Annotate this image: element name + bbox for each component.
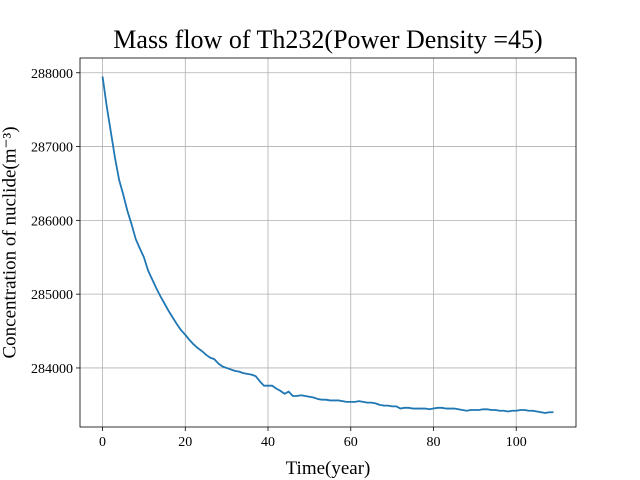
y-tick-label: 286000 (31, 214, 73, 229)
y-tick-label: 284000 (31, 362, 73, 377)
grid-lines (80, 58, 576, 427)
y-tick-label: 288000 (31, 67, 73, 82)
series-line (101, 76, 554, 414)
x-tick-label: 40 (261, 435, 275, 450)
y-tick-label: 287000 (31, 141, 73, 156)
plot-lines (101, 76, 554, 414)
x-axis-label: Time(year) (286, 458, 371, 479)
x-tick-label: 60 (344, 435, 358, 450)
x-tick-label: 20 (178, 435, 192, 450)
x-tick-label: 80 (426, 435, 440, 450)
axes-frame (79, 57, 577, 428)
axis-ticks: 0 20 40 60 80 100 284000 285000 286000 287000 2880… (31, 67, 527, 450)
x-tick-label: 0 (99, 435, 106, 450)
y-axis-label: Concentration of nuclide(m⁻³) (0, 126, 21, 358)
y-tick-label: 285000 (31, 288, 73, 303)
chart-title: Mass flow of Th232(Power Density =45) (113, 25, 542, 54)
x-tick-label: 100 (506, 435, 527, 450)
